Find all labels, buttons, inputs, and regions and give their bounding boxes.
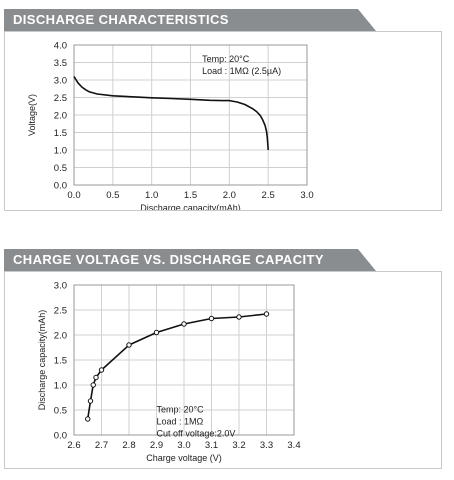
y-tick-label: 2.5 — [54, 93, 67, 104]
x-tick-label: 2.6 — [67, 440, 80, 451]
y-tick-label: 4.0 — [54, 41, 67, 52]
data-point — [208, 315, 215, 322]
data-point — [126, 342, 132, 348]
x-tick-label: 2.9 — [150, 440, 163, 451]
x-tick-label: 3.0 — [177, 440, 190, 451]
data-series-line — [73, 76, 269, 151]
x-axis-label: Discharge capacity(mAh) — [140, 203, 241, 210]
annotation-line: Load : 1MΩ — [157, 417, 204, 427]
data-point — [153, 329, 160, 336]
chart-frame: 0.0 0.5 1.0 1.5 2.0 2.5 3.0 3.5 4.0 0.0 0.5 1.0 1.5 2… — [4, 31, 442, 214]
y-axis-label: Discharge capacity(mAh) — [37, 310, 47, 411]
section-title: DISCHARGE CHARACTERISTICS — [13, 12, 229, 27]
x-tick-label: 2.7 — [95, 440, 108, 451]
x-tick-label: 3.0 — [300, 190, 313, 201]
y-tick-label: 0.0 — [54, 181, 67, 192]
discharge-chart: 0.0 0.5 1.0 1.5 2.0 2.5 3.0 3.5 4.0 0.0 0.5 1.0 1.5 2… — [27, 41, 314, 214]
x-tick-label: 3.2 — [232, 440, 245, 451]
data-point — [263, 311, 270, 317]
y-tick-label: 1.0 — [54, 146, 67, 157]
y-tick-label: 2.0 — [54, 331, 67, 342]
discharge-characteristics-panel: DISCHARGE CHARACTERISTICS 0.0 0.5 1.0 1.5 2.… — [4, 9, 442, 214]
y-tick-label: 0.5 — [54, 163, 67, 174]
y-axis-label: Voltage(V) — [27, 94, 37, 136]
data-point — [98, 367, 105, 373]
y-tick-label: 3.0 — [54, 76, 67, 87]
section-title: CHARGE VOLTAGE VS. DISCHARGE CAPACITY — [13, 252, 324, 267]
data-point — [93, 374, 99, 381]
chart-frame: 0.0 0.5 1.0 1.5 2.0 2.5 3.0 2.6 2.7 2.8 2.9 3.0 3.1 3… — [4, 271, 442, 469]
plot-area-border — [73, 284, 295, 436]
data-point — [90, 382, 96, 388]
x-tick-label: 0.5 — [106, 190, 119, 201]
data-point — [181, 321, 187, 327]
charge-voltage-panel: CHARGE VOLTAGE VS. DISCHARGE CAPACITY 0.… — [4, 249, 442, 469]
x-tick-label: 3.1 — [205, 440, 218, 451]
x-tick-label: 3.3 — [260, 440, 273, 451]
x-tick-label: 1.5 — [184, 190, 197, 201]
data-point — [236, 314, 242, 320]
annotation-line: Temp: 20°C — [157, 405, 205, 415]
y-tick-label: 1.5 — [54, 356, 67, 367]
x-axis-label: Charge voltage (V) — [146, 453, 222, 463]
annotation-line: Load : 1MΩ (2.5µA) — [202, 66, 281, 76]
data-series-line — [86, 313, 267, 420]
x-tick-label: 1.0 — [145, 190, 158, 201]
y-tick-label: 2.5 — [54, 306, 67, 317]
x-tick-label: 2.8 — [122, 440, 135, 451]
x-tick-label: 3.4 — [287, 440, 300, 451]
y-tick-label: 3.0 — [54, 281, 67, 292]
annotation-line: Cut off voltage:2.0V — [157, 429, 236, 439]
y-tick-label: 2.0 — [54, 111, 67, 122]
plot-area-border — [73, 44, 308, 186]
x-tick-label: 0.0 — [67, 190, 80, 201]
charge-voltage-chart: 0.0 0.5 1.0 1.5 2.0 2.5 3.0 2.6 2.7 2.8 2.9 3.0 3.1 3… — [37, 281, 301, 464]
section-header-bg — [4, 9, 376, 31]
data-point — [87, 398, 94, 404]
section-header-bg — [4, 249, 376, 271]
y-tick-label: 1.0 — [54, 381, 67, 392]
y-tick-label: 0.5 — [54, 406, 67, 417]
annotation-line: Temp: 20°C — [202, 54, 250, 64]
y-tick-label: 1.5 — [54, 128, 67, 139]
y-tick-label: 3.5 — [54, 58, 67, 69]
y-tick-label: 0.0 — [54, 431, 67, 442]
x-tick-label: 2.5 — [262, 190, 275, 201]
x-tick-label: 2.0 — [223, 190, 236, 201]
data-point — [85, 416, 91, 422]
